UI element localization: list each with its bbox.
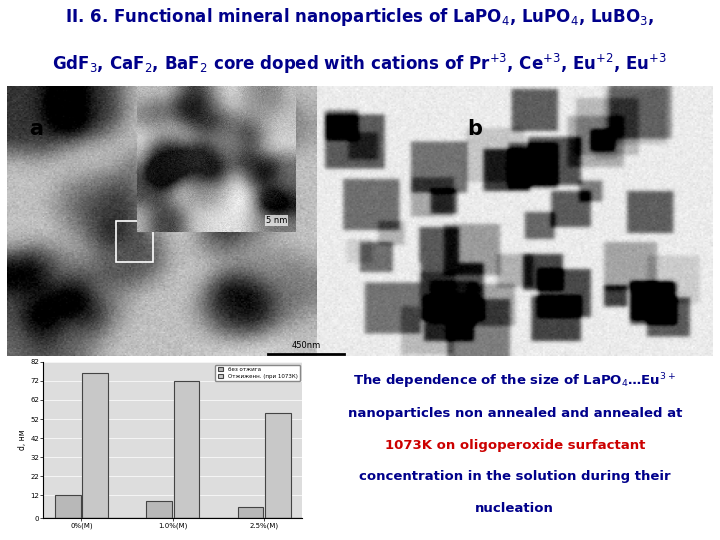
Text: nanoparticles non annealed and annealed at: nanoparticles non annealed and annealed … [348,407,682,420]
Y-axis label: d, нм: d, нм [19,430,27,450]
Legend: без отжига, Отжиженн. (при 1073К): без отжига, Отжиженн. (при 1073К) [215,364,300,381]
Text: nucleation: nucleation [475,502,554,515]
Text: 450nm: 450nm [292,341,320,350]
Text: II. 6. Functional mineral nanoparticles of LaPO$_4$, LuPO$_4$, LuBO$_3$,: II. 6. Functional mineral nanoparticles … [66,6,654,28]
Bar [174,381,199,518]
Text: concentration in the solution during their: concentration in the solution during the… [359,470,670,483]
Bar [146,501,172,518]
Bar [115,221,153,262]
Bar [238,507,264,518]
Bar [55,496,81,518]
Text: The dependence of the size of LaPO$_4$…Eu$^{3+}$: The dependence of the size of LaPO$_4$…E… [354,372,676,392]
Bar [82,373,108,518]
Text: GdF$_3$, CaF$_2$, BaF$_2$ core doped with cations of Pr$^{+3}$, Ce$^{+3}$, Eu$^{: GdF$_3$, CaF$_2$, BaF$_2$ core doped wit… [53,52,667,76]
Bar [43,518,302,528]
Text: 1073K on oligoperoxide surfactant: 1073K on oligoperoxide surfactant [384,438,645,451]
Text: b: b [467,119,482,139]
Bar [265,413,291,518]
Text: 5 nm: 5 nm [266,216,287,225]
Text: a: a [29,119,43,139]
